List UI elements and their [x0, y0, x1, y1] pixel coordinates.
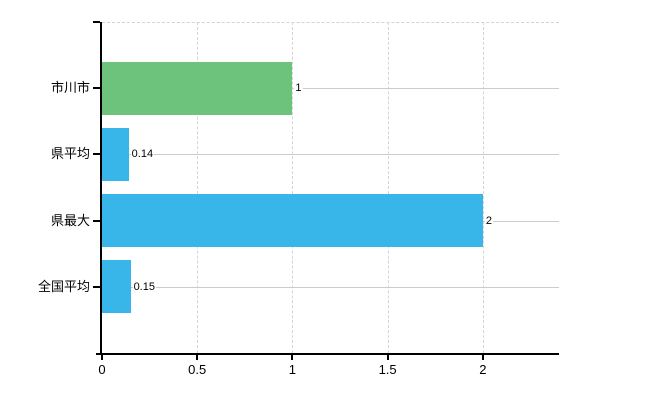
value-label: 1 [294, 81, 303, 96]
x-tick-label: 0.5 [188, 362, 207, 377]
y-axis-tick [93, 21, 100, 23]
grid-line-horizontal [102, 88, 559, 90]
value-label: 0.14 [130, 147, 155, 162]
bar-1[interactable] [102, 127, 129, 181]
bar-2[interactable] [102, 194, 483, 248]
x-axis-tick [101, 355, 103, 360]
x-tick-label: 1 [288, 362, 297, 377]
x-axis-tick [196, 355, 199, 360]
y-axis-tick [93, 285, 100, 288]
x-axis-tick [386, 355, 389, 360]
grid-line-vertical [197, 22, 199, 353]
x-axis-tick [291, 355, 294, 360]
bar-3[interactable] [102, 260, 131, 314]
value-label: 2 [484, 213, 493, 228]
x-tick-label: 2 [479, 362, 487, 377]
plot-top-border [102, 22, 559, 23]
x-tick-label: 0 [98, 362, 106, 377]
x-axis-tick [481, 355, 484, 360]
bar-0[interactable] [102, 61, 293, 115]
grid-line-vertical [292, 22, 294, 353]
y-axis-tick [93, 219, 100, 222]
category-label: 市川市 [50, 80, 90, 96]
grid-line-horizontal [102, 286, 559, 288]
category-label: 県平均 [50, 146, 90, 162]
grid-line-vertical [387, 22, 389, 353]
y-axis-tick [93, 87, 100, 90]
grid-line-horizontal [102, 154, 559, 156]
x-tick-label: 1.5 [378, 362, 397, 377]
y-axis-line [100, 22, 102, 355]
grid-line-vertical [482, 22, 484, 353]
category-label: 県最大 [50, 212, 90, 228]
value-label: 0.15 [132, 279, 156, 294]
x-axis-line [96, 353, 559, 355]
category-label: 全国平均 [37, 278, 90, 294]
y-axis-tick [93, 153, 100, 156]
